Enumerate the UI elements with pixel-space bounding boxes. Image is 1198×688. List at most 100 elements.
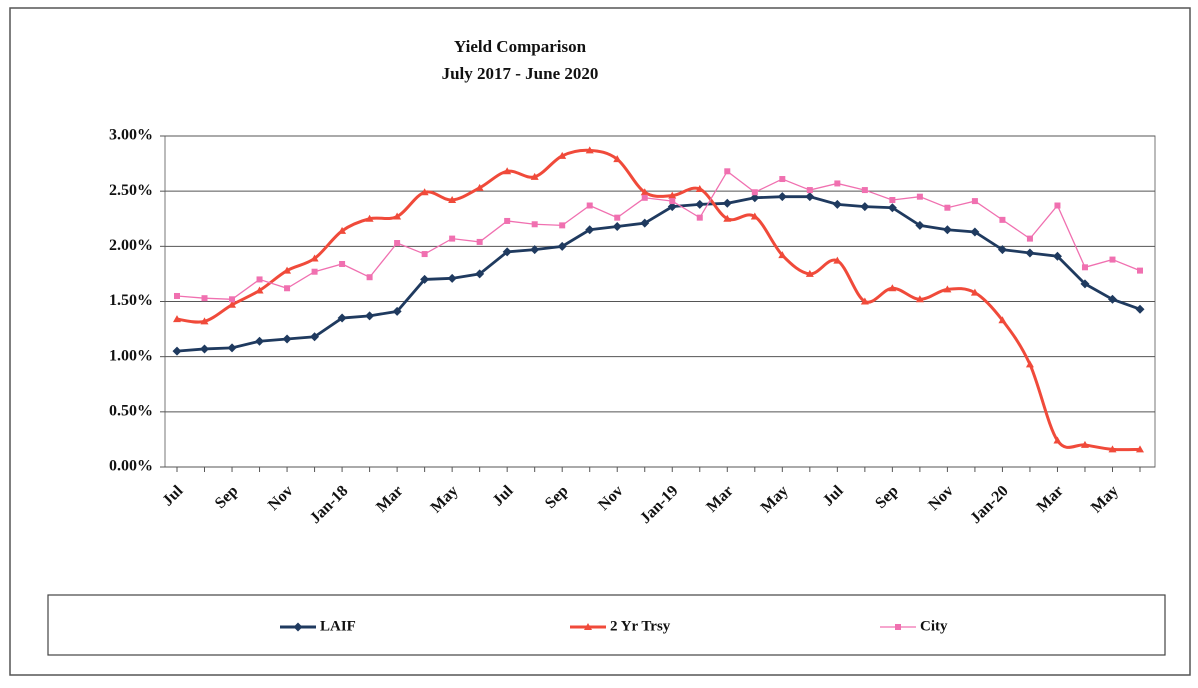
chart-subtitle: July 2017 - June 2020 xyxy=(442,64,599,83)
point xyxy=(366,274,373,281)
point xyxy=(668,191,677,199)
point xyxy=(970,227,980,237)
point xyxy=(282,334,292,344)
x-tick-label: May xyxy=(1088,482,1122,516)
point xyxy=(1107,294,1117,304)
point xyxy=(1108,445,1117,453)
series-line xyxy=(176,148,1141,452)
point xyxy=(476,238,483,245)
point xyxy=(447,273,457,283)
series-line xyxy=(176,170,1141,300)
point xyxy=(394,240,401,247)
point xyxy=(284,285,291,292)
point xyxy=(228,300,237,308)
point xyxy=(641,194,648,201)
point xyxy=(778,251,787,259)
point xyxy=(695,184,704,192)
x-tick-label: Jan-18 xyxy=(307,482,352,527)
point xyxy=(696,214,703,221)
point xyxy=(667,202,677,212)
point xyxy=(174,292,180,299)
y-tick-label: 2.00% xyxy=(109,237,153,254)
point xyxy=(310,254,319,262)
point xyxy=(531,221,538,228)
point xyxy=(722,198,732,208)
point xyxy=(449,235,456,242)
point xyxy=(365,311,375,321)
point xyxy=(559,222,566,229)
point xyxy=(777,192,787,202)
point xyxy=(861,187,868,194)
x-tick-label: Sep xyxy=(872,482,902,512)
point xyxy=(201,295,208,302)
point xyxy=(420,274,430,284)
x-tick-label: Jul xyxy=(820,482,848,510)
series-line xyxy=(176,195,1141,353)
point xyxy=(475,183,484,191)
y-tick-label: 0.00% xyxy=(109,458,153,475)
point xyxy=(585,146,594,154)
point xyxy=(448,195,457,203)
point xyxy=(1135,304,1145,314)
x-tick-label: Nov xyxy=(925,482,957,514)
point xyxy=(173,315,181,323)
point xyxy=(1080,279,1090,289)
point xyxy=(750,212,759,220)
point xyxy=(255,286,264,294)
x-tick-label: Sep xyxy=(212,482,242,512)
point xyxy=(614,214,621,221)
point xyxy=(1054,202,1061,209)
point xyxy=(1137,267,1143,274)
x-tick-label: May xyxy=(428,482,462,516)
point xyxy=(860,297,869,305)
point xyxy=(1080,440,1089,448)
point xyxy=(997,245,1007,255)
point xyxy=(640,218,650,228)
x-tick-label: Mar xyxy=(703,482,736,515)
point xyxy=(393,212,402,220)
point xyxy=(283,266,292,274)
chart-title: Yield Comparison xyxy=(454,37,587,56)
point xyxy=(421,251,428,258)
point xyxy=(805,192,815,202)
point xyxy=(943,285,952,293)
point xyxy=(475,269,485,279)
point xyxy=(998,316,1007,324)
point xyxy=(669,198,676,205)
point xyxy=(612,221,622,231)
legend-marker xyxy=(895,624,901,630)
legend-marker xyxy=(293,622,303,632)
point xyxy=(227,343,237,353)
point xyxy=(337,313,347,323)
point xyxy=(558,151,567,159)
point xyxy=(970,288,979,296)
point xyxy=(172,346,182,356)
point xyxy=(392,306,402,316)
point xyxy=(200,344,210,354)
point xyxy=(779,176,786,183)
point xyxy=(860,202,870,212)
point xyxy=(420,188,429,196)
point xyxy=(613,155,622,163)
x-tick-label: Nov xyxy=(595,482,627,514)
point xyxy=(915,295,924,303)
point xyxy=(1109,256,1116,263)
x-tick-label: Jan-19 xyxy=(637,482,682,527)
point xyxy=(586,202,593,209)
point xyxy=(256,276,263,283)
point xyxy=(1136,445,1144,453)
point xyxy=(1026,235,1033,242)
point xyxy=(200,317,209,325)
point xyxy=(640,188,649,196)
point xyxy=(971,198,978,205)
legend-label: City xyxy=(920,618,948,634)
y-tick-label: 1.00% xyxy=(109,347,153,364)
point xyxy=(887,203,897,213)
point xyxy=(1053,436,1062,444)
point xyxy=(530,245,540,255)
point xyxy=(229,296,236,303)
x-tick-label: Nov xyxy=(265,482,297,514)
point xyxy=(1025,360,1034,368)
point xyxy=(806,187,813,194)
